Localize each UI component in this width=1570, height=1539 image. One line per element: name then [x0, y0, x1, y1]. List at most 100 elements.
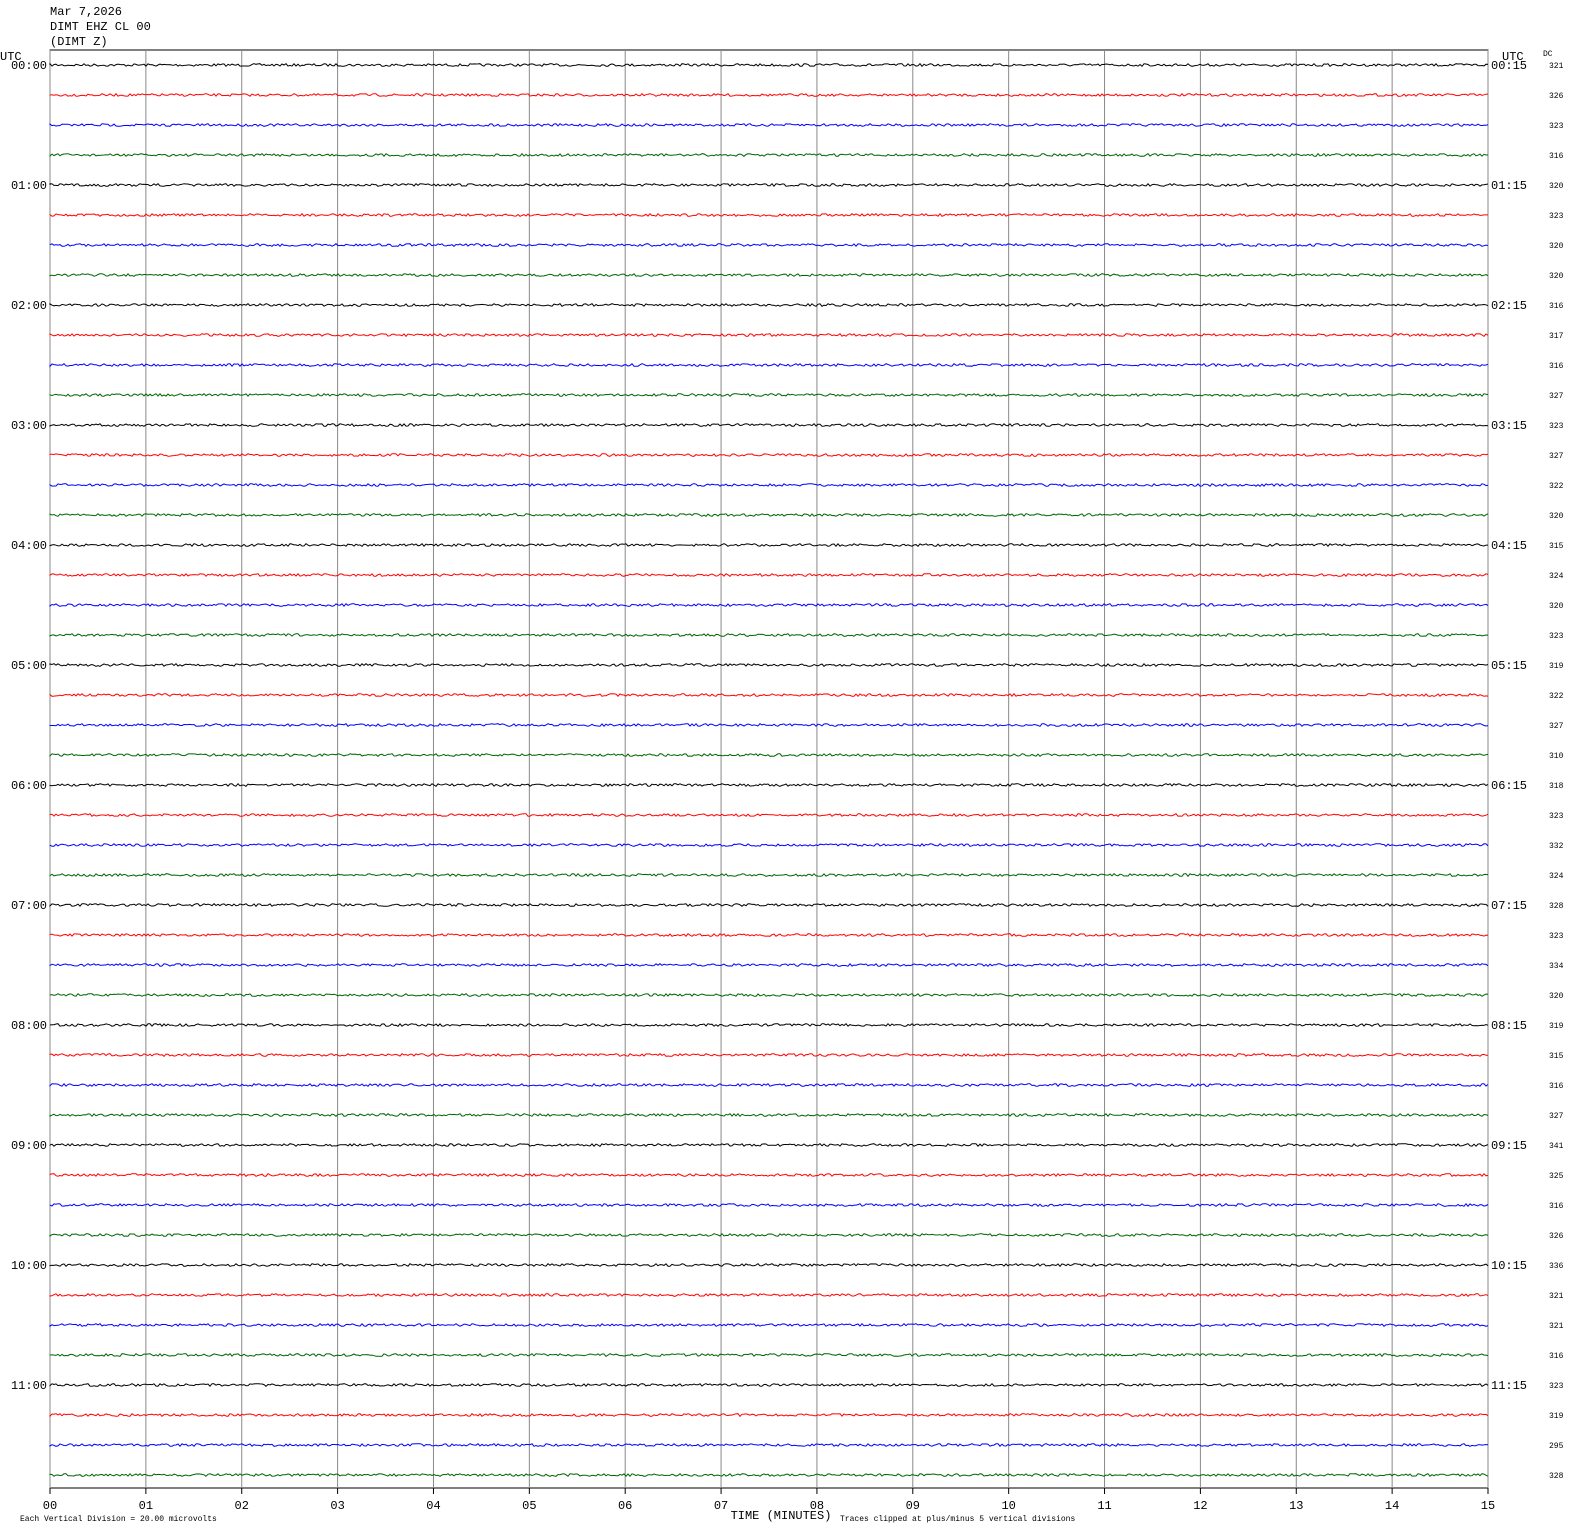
trace: [49, 843, 1489, 848]
trace: [49, 152, 1488, 158]
dc-value: 319: [1549, 662, 1564, 671]
trace: [49, 1112, 1489, 1118]
dc-value: 323: [1549, 932, 1564, 941]
trace: [49, 422, 1489, 428]
trace: [49, 602, 1489, 607]
start-time-label: 05:00: [11, 659, 47, 673]
header-date: Mar 7,2026: [50, 5, 122, 19]
end-time-label: 10:15: [1491, 1259, 1527, 1273]
plot-frame: [49, 49, 1489, 1489]
x-tick-label: 01: [139, 1499, 153, 1513]
scale-note: Each Vertical Division = 20.00 microvolt…: [20, 1515, 217, 1524]
trace: [49, 633, 1489, 637]
dc-value: 321: [1549, 1322, 1564, 1331]
trace: [49, 1053, 1488, 1058]
x-axis-label: TIME (MINUTES): [731, 1509, 832, 1523]
x-tick-label: 02: [235, 1499, 249, 1513]
dc-value: 316: [1549, 1082, 1564, 1091]
dc-value: 315: [1549, 542, 1564, 551]
x-tick-label: 12: [1193, 1499, 1207, 1513]
dc-value: 320: [1549, 602, 1564, 611]
dc-value: 322: [1549, 482, 1564, 491]
x-tick-label: 05: [522, 1499, 536, 1513]
start-time-label: 02:00: [11, 299, 47, 313]
trace: [49, 992, 1489, 997]
trace: [49, 872, 1489, 878]
dc-value: 310: [1549, 752, 1564, 761]
left-axis-label: UTC: [0, 50, 22, 64]
end-time-label: 09:15: [1491, 1139, 1527, 1153]
dc-value: 323: [1549, 1382, 1564, 1391]
end-time-label: 11:15: [1491, 1379, 1527, 1393]
dc-value: 315: [1549, 1052, 1564, 1061]
trace: [49, 272, 1489, 278]
dc-value: 327: [1549, 392, 1564, 401]
trace: [49, 212, 1488, 218]
trace: [49, 1143, 1489, 1147]
dc-value: 336: [1549, 1262, 1564, 1271]
end-time-label: 02:15: [1491, 299, 1527, 313]
start-time-label: 07:00: [11, 899, 47, 913]
header-channel: (DIMT Z): [50, 35, 108, 49]
x-tick-label: 06: [618, 1499, 632, 1513]
trace: [49, 722, 1489, 728]
x-tick-label: 13: [1289, 1499, 1303, 1513]
trace: [49, 1322, 1489, 1328]
start-time-label: 03:00: [11, 419, 47, 433]
dc-value: 321: [1549, 62, 1564, 71]
dc-value: 334: [1549, 962, 1564, 971]
trace: [49, 123, 1489, 127]
trace: [49, 62, 1489, 68]
trace: [49, 782, 1489, 788]
trace: [49, 242, 1489, 248]
trace: [49, 902, 1489, 908]
trace: [49, 963, 1489, 968]
trace: [49, 182, 1489, 188]
x-tick-label: 10: [1001, 1499, 1015, 1513]
trace: [49, 1472, 1489, 1478]
dc-value: 316: [1549, 152, 1564, 161]
end-time-label: 07:15: [1491, 899, 1527, 913]
x-tick-label: 09: [906, 1499, 920, 1513]
right-axis-label: UTC: [1502, 50, 1524, 64]
dc-value: 295: [1549, 1442, 1564, 1451]
start-time-label: 11:00: [11, 1379, 47, 1393]
start-time-label: 04:00: [11, 539, 47, 553]
dc-value: 325: [1549, 1172, 1564, 1181]
trace: [49, 1172, 1489, 1177]
trace: [49, 692, 1489, 698]
dc-value: 322: [1549, 692, 1564, 701]
trace: [49, 362, 1489, 368]
start-time-label: 10:00: [11, 1259, 47, 1273]
x-tick-label: 04: [426, 1499, 440, 1513]
dc-value: 320: [1549, 992, 1564, 1001]
trace: [49, 1202, 1489, 1208]
end-time-label: 01:15: [1491, 179, 1527, 193]
trace: [49, 483, 1489, 488]
trace: [49, 1022, 1489, 1027]
dc-value: 323: [1549, 122, 1564, 131]
dc-value: 323: [1549, 632, 1564, 641]
trace: [49, 512, 1489, 518]
trace: [49, 812, 1489, 818]
trace: [49, 662, 1489, 667]
dc-value: 327: [1549, 452, 1564, 461]
end-time-label: 05:15: [1491, 659, 1527, 673]
dc-value: 341: [1549, 1142, 1564, 1151]
end-time-label: 00:15: [1491, 59, 1527, 73]
dc-value: 326: [1549, 1232, 1564, 1241]
dc-value: 319: [1549, 1022, 1564, 1031]
start-time-label: 09:00: [11, 1139, 47, 1153]
dc-value: 320: [1549, 182, 1564, 191]
dc-value: 316: [1549, 362, 1564, 371]
dc-value: 332: [1549, 842, 1564, 851]
x-tick-label: 11: [1097, 1499, 1111, 1513]
end-time-label: 08:15: [1491, 1019, 1527, 1033]
dc-value: 318: [1549, 782, 1564, 791]
dc-value: 328: [1549, 1472, 1564, 1481]
dc-value: 316: [1549, 302, 1564, 311]
trace: [49, 453, 1489, 458]
dc-value: 327: [1549, 1112, 1564, 1121]
trace: [49, 1442, 1489, 1448]
